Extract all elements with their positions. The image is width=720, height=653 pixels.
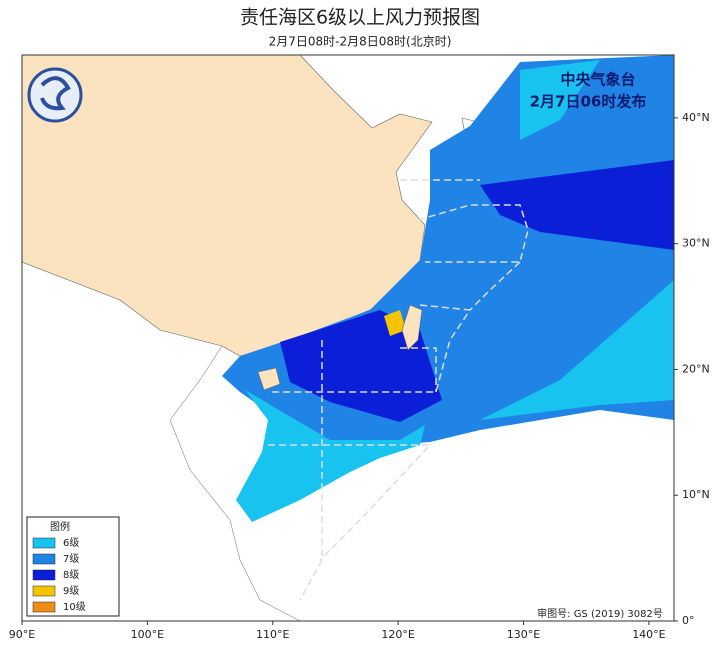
- wind-8: [480, 160, 674, 250]
- x-tick-label: 100°E: [131, 628, 164, 641]
- legend-label: 6级: [63, 537, 79, 549]
- legend-swatch: [32, 601, 56, 613]
- x-tick-label: 120°E: [381, 628, 414, 641]
- legend-title: 图例: [50, 520, 70, 533]
- x-tick-label: 140°E: [632, 628, 665, 641]
- legend-swatch: [32, 569, 56, 581]
- subtitle: 2月7日08时-2月8日08时(北京时): [269, 35, 452, 49]
- legend: 6级 7级 8级 9级 10级: [32, 537, 86, 613]
- y-tick-label: 10°N: [682, 488, 710, 501]
- approval: 审图号: GS (2019) 3082号: [537, 607, 663, 620]
- area-lines: [268, 179, 529, 601]
- legend-swatch: [32, 585, 56, 597]
- map: [22, 55, 674, 621]
- legend-label: 7级: [63, 553, 79, 565]
- land-hainan: [257, 367, 281, 391]
- wind-6: [480, 280, 674, 420]
- legend-label: 10级: [63, 601, 86, 613]
- land-taiwan: [401, 304, 423, 351]
- map-frame: [21, 54, 675, 622]
- wind-6: [520, 60, 600, 140]
- logo-mark: [40, 76, 71, 111]
- y-tick-label: 30°N: [682, 237, 710, 250]
- agency-issued: 2月7日06时发布: [530, 93, 647, 111]
- legend-box: [26, 516, 120, 617]
- legend-label: 9级: [63, 585, 79, 597]
- title: 责任海区6级以上风力预报图: [240, 7, 480, 29]
- legend-label: 8级: [63, 569, 79, 581]
- border: [169, 345, 301, 621]
- y-tick-label: 0°: [682, 614, 695, 627]
- legend-swatch: [32, 553, 56, 565]
- y-tick-label: 40°N: [682, 111, 710, 124]
- x-tick-label: 130°E: [507, 628, 540, 641]
- x-tick-label: 110°E: [256, 628, 289, 641]
- wind-8: [280, 310, 442, 422]
- x-tick-label: 90°E: [9, 628, 35, 641]
- wind-6: [236, 390, 425, 522]
- wind-9: [384, 310, 406, 336]
- agency-name: 中央气象台: [560, 71, 635, 89]
- logo: [27, 67, 83, 123]
- axes: 90°E 100°E 110°E 120°E 130°E 140°E 0° 10°N 20°N 3…: [9, 111, 710, 641]
- y-tick-label: 20°N: [682, 362, 710, 375]
- legend-swatch: [32, 537, 56, 549]
